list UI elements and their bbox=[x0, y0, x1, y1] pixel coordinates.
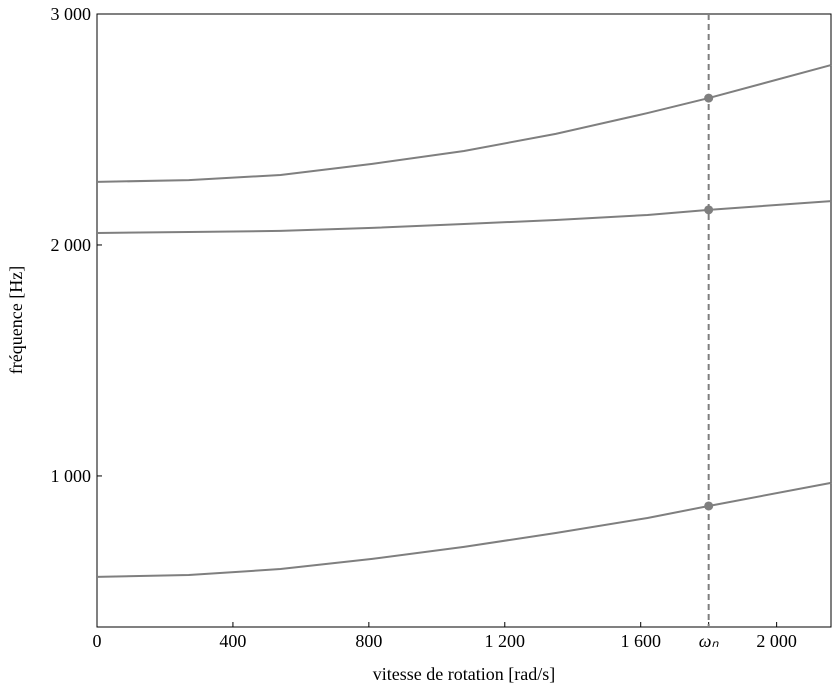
y-tick-label: 2 000 bbox=[51, 235, 92, 255]
series-line bbox=[96, 64, 832, 183]
y-axis-label: fréquence [Hz] bbox=[6, 266, 26, 374]
x-tick-label: 2 000 bbox=[756, 631, 797, 651]
x-axis-label: vitesse de rotation [rad/s] bbox=[373, 664, 555, 684]
x-tick-label: 0 bbox=[93, 631, 102, 651]
y-tick-label: 3 000 bbox=[51, 4, 92, 24]
marker bbox=[704, 93, 714, 103]
marker bbox=[704, 205, 714, 215]
series-line bbox=[96, 200, 832, 234]
y-tick-label: 1 000 bbox=[51, 466, 92, 486]
marker bbox=[704, 501, 714, 511]
plot-frame bbox=[96, 13, 832, 628]
x-tick-label: 400 bbox=[219, 631, 246, 651]
x-tick-label: 1 200 bbox=[485, 631, 526, 651]
x-tick-label: 1 600 bbox=[620, 631, 661, 651]
x-tick-label: 800 bbox=[355, 631, 382, 651]
x-tick-label: ωₙ bbox=[699, 631, 720, 651]
series-line bbox=[96, 481, 832, 578]
